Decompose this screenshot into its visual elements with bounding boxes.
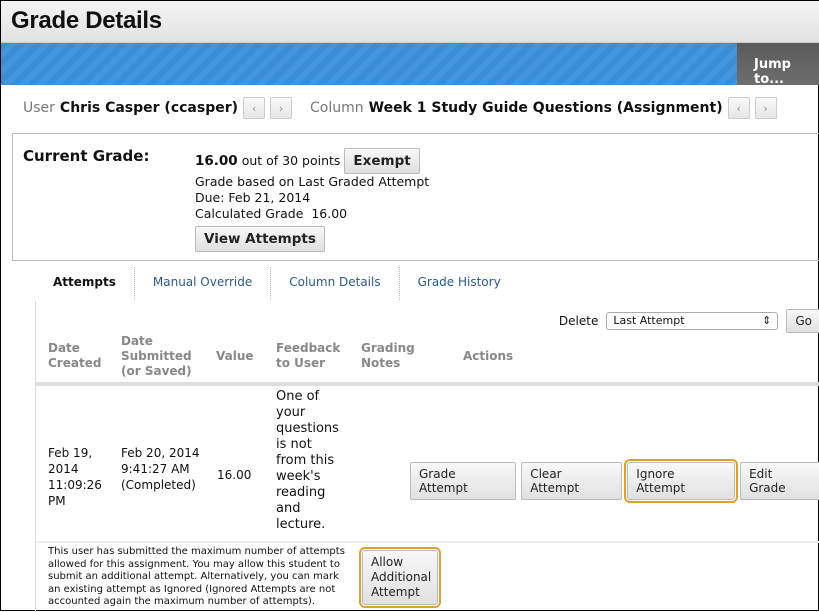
next-user-button[interactable]: › <box>270 97 293 119</box>
jump-to-button[interactable]: Jump to... <box>737 43 819 87</box>
prev-column-button[interactable]: ‹ <box>727 97 750 119</box>
grade-attempt-button[interactable]: Grade Attempt <box>410 462 517 500</box>
grade-out-of: out of 30 points <box>241 153 341 168</box>
page-title: Grade Details <box>11 7 162 34</box>
date-submitted: Feb 20, 2014 9:41:27 AM (Completed) <box>121 446 200 492</box>
col-actions: Actions <box>463 349 514 363</box>
tab-attempts[interactable]: Attempts <box>35 267 135 300</box>
column-label: Column <box>310 100 364 116</box>
delete-select[interactable]: Last Attempt ⇕ <box>606 312 779 330</box>
user-value: Chris Casper (ccasper) <box>59 100 239 116</box>
tab-column-details[interactable]: Column Details <box>271 267 400 300</box>
allow-additional-attempt-button[interactable]: Allow Additional Attempt <box>359 547 441 608</box>
ignore-attempt-button[interactable]: Ignore Attempt <box>624 459 739 503</box>
grade-score: 16.00 <box>195 153 238 169</box>
prev-user-button[interactable]: ‹ <box>243 97 266 119</box>
tab-bar: Attempts Manual Override Column Details … <box>35 267 519 300</box>
next-column-button[interactable]: › <box>754 97 777 119</box>
current-grade-label: Current Grade: <box>23 147 150 165</box>
page-header: Grade Details <box>1 1 819 43</box>
calculated-grade: Calculated Grade 16.00 <box>195 206 348 221</box>
col-date-submitted[interactable]: Date Submitted (or Saved) <box>121 334 192 378</box>
grade-based-on: Grade based on Last Graded Attempt <box>195 174 430 189</box>
attempts-panel: Delete Last Attempt ⇕ Go Date Created Dat… <box>35 301 819 612</box>
column-value: Week 1 Study Guide Questions (Assignment… <box>368 100 723 116</box>
col-value[interactable]: Value <box>216 349 254 363</box>
tab-manual-override[interactable]: Manual Override <box>135 267 272 300</box>
divider <box>36 382 819 386</box>
divider <box>36 541 819 543</box>
max-attempts-notice: This user has submitted the maximum numb… <box>48 546 345 607</box>
view-attempts-button[interactable]: View Attempts <box>195 226 325 252</box>
tab-grade-history[interactable]: Grade History <box>417 275 501 289</box>
edit-grade-button[interactable]: Edit Grade <box>740 462 819 500</box>
exempt-button[interactable]: Exempt <box>344 148 420 174</box>
selector-row: User Chris Casper (ccasper) ‹ › Column W… <box>23 97 777 119</box>
date-created: Feb 19, 2014 11:09:26 PM <box>48 446 102 508</box>
user-label: User <box>23 100 55 116</box>
feedback-text: One of your questions is not from this w… <box>276 389 339 532</box>
due-date: Due: Feb 21, 2014 <box>195 190 311 205</box>
delete-label: Delete <box>558 314 599 328</box>
clear-attempt-button[interactable]: Clear Attempt <box>521 462 623 500</box>
go-button[interactable]: Go <box>786 309 819 333</box>
col-feedback: Feedback to User <box>276 341 341 370</box>
attempt-value: 16.00 <box>217 468 252 482</box>
col-date-created[interactable]: Date Created <box>48 341 102 370</box>
chevron-updown-icon: ⇕ <box>762 314 772 327</box>
col-grading-notes: Grading Notes <box>361 341 415 370</box>
nav-bar: Jump to... <box>1 43 819 87</box>
current-grade-box: Current Grade: 16.00 out of 30 points Ex… <box>12 133 819 261</box>
